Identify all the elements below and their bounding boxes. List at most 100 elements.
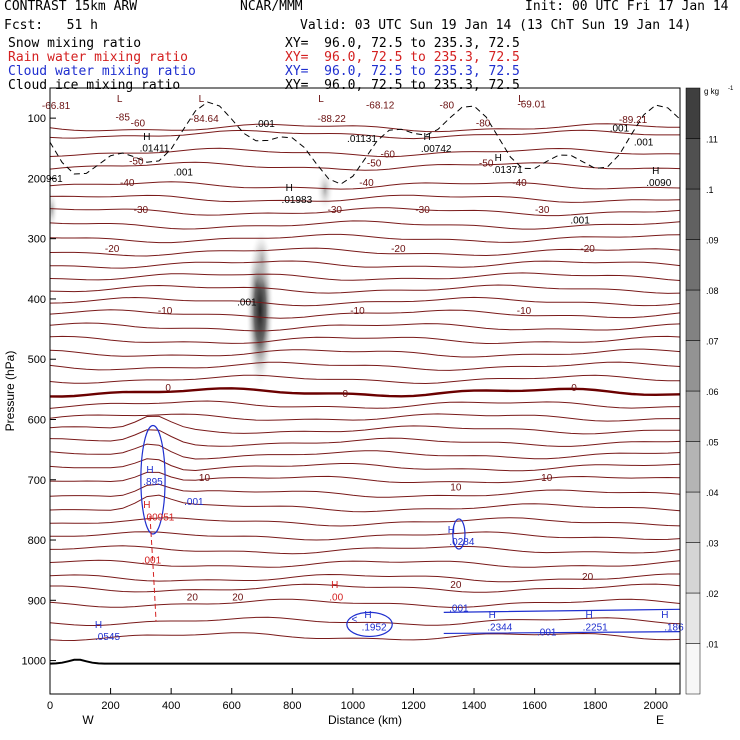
x-tick-label: 1200 <box>401 700 425 712</box>
west-label: W <box>82 713 94 727</box>
y-tick-label: 200 <box>28 173 46 185</box>
x-tick-label: 1400 <box>462 700 486 712</box>
snow-label: .001 <box>570 216 590 227</box>
cloud-water-label: H <box>95 620 102 631</box>
isotherm <box>50 272 680 281</box>
colorbar-tick-label: .08 <box>706 286 719 296</box>
forecast-hour: Fcst: 51 h <box>4 18 98 33</box>
cloud-water-label: .0545 <box>95 632 120 643</box>
colorbar-tick-label: .03 <box>706 539 719 549</box>
isotherm <box>50 296 680 307</box>
temperature-label: 20 <box>582 572 594 583</box>
snow-label: .001 <box>237 298 257 309</box>
isotherm <box>50 181 680 190</box>
isotherm <box>50 348 680 358</box>
org-label: NCAR/MMM <box>240 0 303 14</box>
isotherm <box>50 545 680 555</box>
rain-contour <box>149 515 157 622</box>
cloud-water-contour <box>346 611 393 638</box>
snow-label: H <box>495 153 502 164</box>
x-tick-label: 600 <box>223 700 241 712</box>
legend-snow-name: Snow mixing ratio <box>8 36 142 51</box>
legend-cloud-water-name: Cloud water mixing ratio <box>8 64 196 79</box>
temperature-label: -80 <box>476 119 491 130</box>
x-tick-label: 1600 <box>522 700 546 712</box>
isotherm <box>50 616 680 626</box>
isotherm <box>50 194 680 203</box>
temperature-label: -69.01 <box>517 99 546 110</box>
snow-label: .0090 <box>646 178 671 189</box>
isotherm <box>50 573 680 583</box>
isotherm <box>50 483 680 498</box>
temperature-label: -50 <box>479 158 494 169</box>
y-tick-label: 300 <box>28 234 46 246</box>
isotherm <box>50 598 680 608</box>
snow-label: .001 <box>255 119 275 130</box>
plot-frame <box>49 87 681 695</box>
colorbar-tick-label: .01 <box>706 640 719 650</box>
cloud-water-label: .2344 <box>487 622 512 633</box>
snow-label: .001 <box>174 167 194 178</box>
axes: 0 200 400 600 800 1000 1200 1400 1600 1800 2000100… <box>3 87 681 727</box>
header: CONTRAST 15km ARW NCAR/MMM Init: 00 UTC … <box>0 0 740 100</box>
cloud-water-label: H <box>364 610 371 621</box>
isotherm <box>50 559 680 568</box>
isotherm <box>50 458 680 472</box>
y-axis-label: Pressure (hPa) <box>3 351 17 432</box>
colorbar-cell <box>685 340 701 392</box>
rain-label: H <box>143 500 150 511</box>
temperature-label: L <box>318 94 324 105</box>
temperature-label: L <box>199 94 205 105</box>
temperature-label: -89.21 <box>619 115 648 126</box>
cloud-water-label: .001 <box>537 627 557 638</box>
snow-label: H <box>286 183 293 194</box>
x-tick-label: 2000 <box>644 700 668 712</box>
legend-rain-xy: XY= 96.0, 72.5 to 235.3, 72.5 <box>285 50 520 65</box>
temperature-label: 20 <box>187 592 199 603</box>
colorbar-tick-label: .07 <box>706 337 719 347</box>
colorbar-cell <box>685 491 701 543</box>
isotherm <box>50 147 680 158</box>
y-tick-label: 600 <box>28 414 46 426</box>
colorbar-cell <box>685 441 701 493</box>
isotherm <box>50 123 680 133</box>
y-tick-label: 800 <box>28 535 46 547</box>
isotherm <box>50 322 680 332</box>
temperature-label: -40 <box>120 178 135 189</box>
rain-label: .001 <box>142 556 162 567</box>
colorbar-tick-label: .04 <box>706 488 719 498</box>
cloud-water-contour <box>452 518 466 550</box>
cloud-water-label: H <box>661 610 668 621</box>
colorbar-cell <box>685 643 701 695</box>
cloud-water-contour <box>443 608 680 635</box>
cloud-water-label: < <box>351 615 357 626</box>
east-label: E <box>656 713 664 727</box>
cloud-water-label: H <box>489 610 496 621</box>
snow-label: H <box>423 132 430 143</box>
snow-label: .001 <box>634 137 654 148</box>
isotherm <box>50 443 680 460</box>
colorbar-tick-label: .05 <box>706 438 719 448</box>
isotherm <box>50 400 680 409</box>
temperature-label: 0 <box>165 383 171 394</box>
cloud-water-label: H <box>146 465 153 476</box>
isotherm <box>50 632 680 642</box>
temperature-label: -60 <box>380 149 395 160</box>
cloud-water-label: .0284 <box>449 537 474 548</box>
snow-label: .00742 <box>421 144 452 155</box>
colorbar-cell <box>685 138 701 190</box>
isotherm <box>50 129 680 140</box>
temperature-label: -40 <box>359 178 374 189</box>
temperature-label: 10 <box>541 473 553 484</box>
y-tick-label: 500 <box>28 354 46 366</box>
y-tick-label: 700 <box>28 475 46 487</box>
snow-label: H <box>143 132 150 143</box>
cloud-water-label: .001 <box>184 497 204 508</box>
ice-upper-shade <box>252 230 272 290</box>
isotherm <box>50 517 680 527</box>
colorbar-unit: g kg <box>704 87 719 96</box>
colorbar-unit-exponent: -1 <box>728 86 734 92</box>
colorbar: .01 .02 .03 .04 .05 .06 .07 .08 .09 .1 .11 g kg -1 <box>685 86 734 695</box>
temperature-label: -60 <box>131 119 146 130</box>
